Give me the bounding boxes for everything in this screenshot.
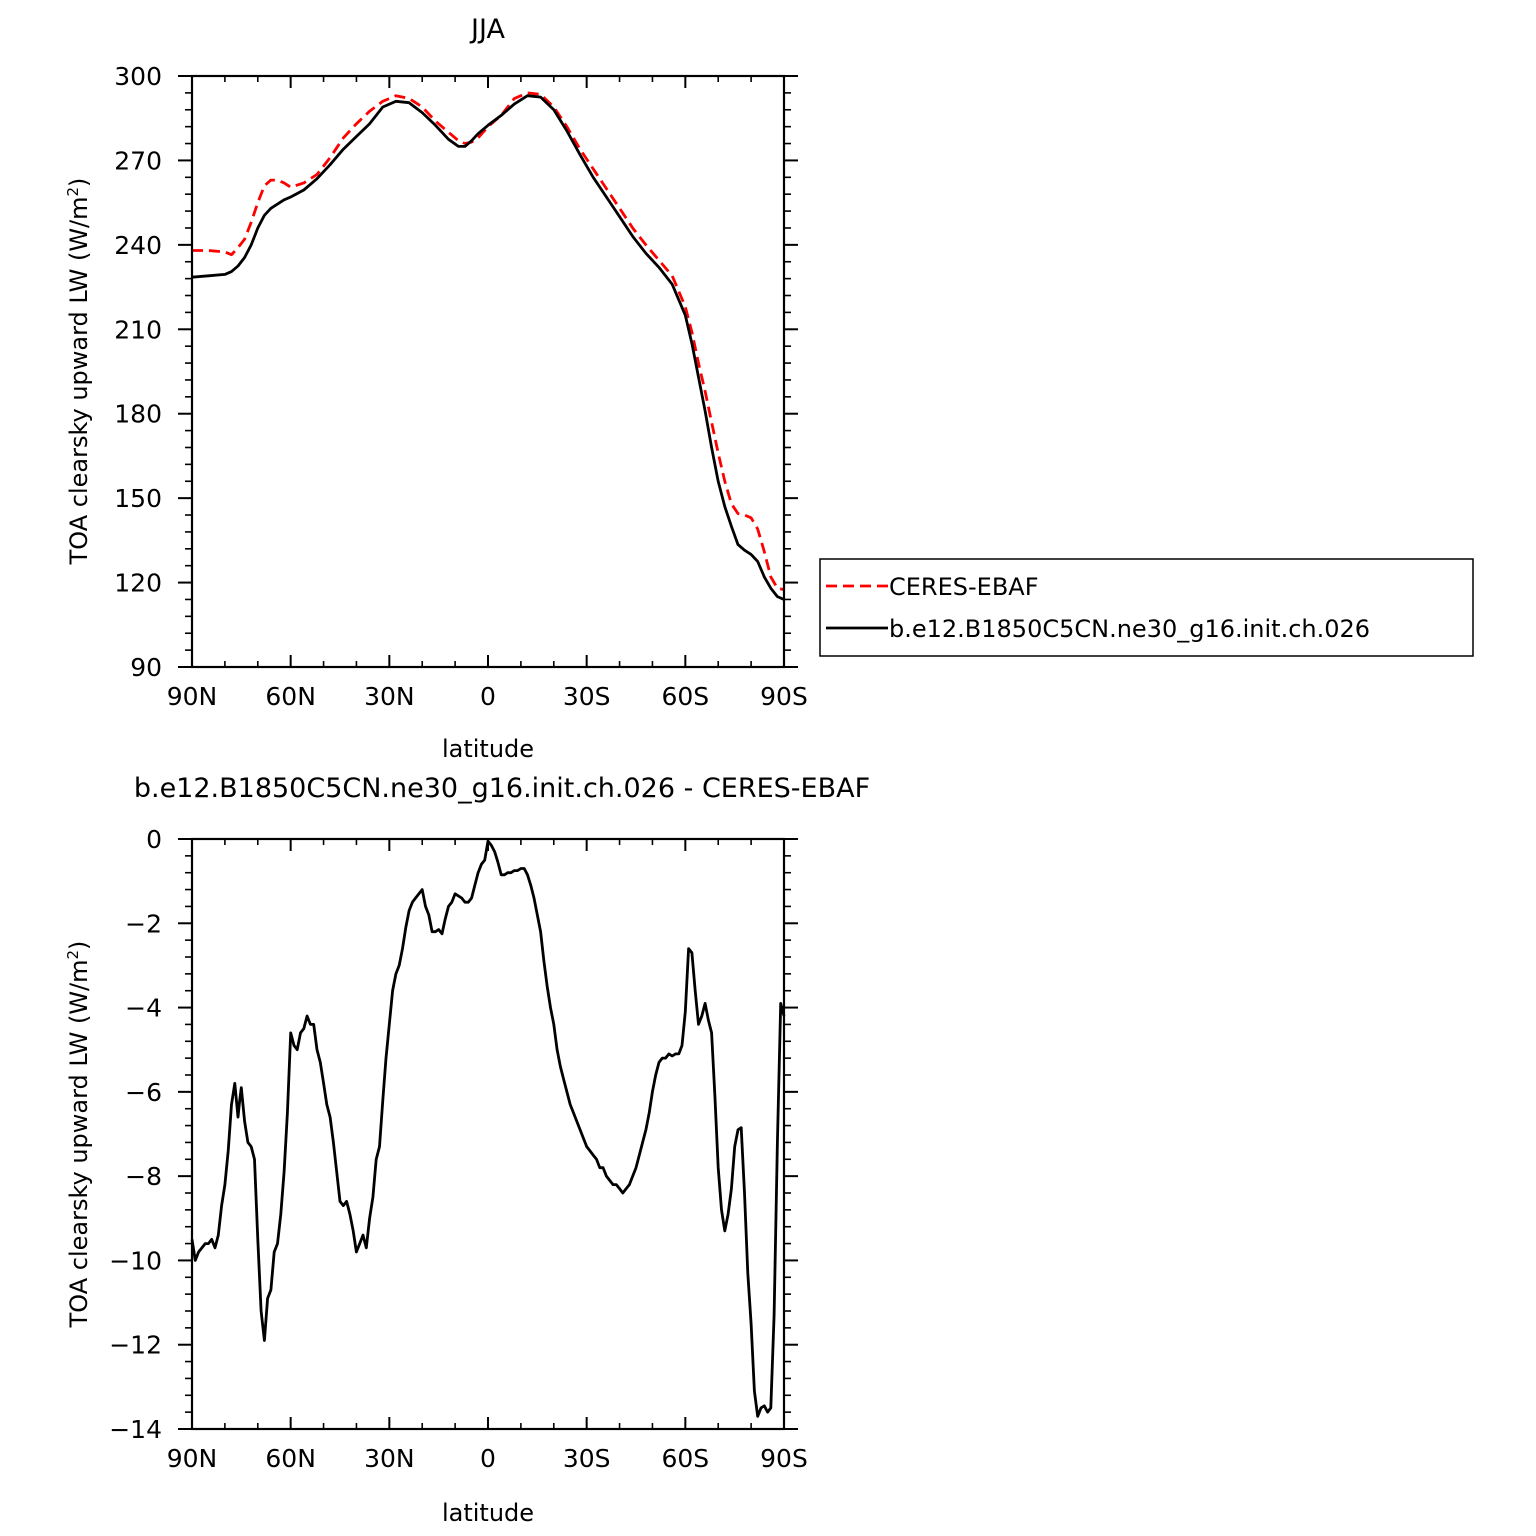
top-x-axis-label: latitude (442, 735, 534, 763)
top-y-axis-label-sup: 2 (64, 187, 82, 197)
legend-entry-ceres: CERES-EBAF (889, 573, 1039, 601)
bottom-y-tick-label: −10 (109, 1246, 162, 1275)
top-y-tick-label: 270 (114, 146, 162, 175)
top-x-tick-label: 30N (364, 682, 415, 711)
bottom-x-tick-label: 60S (661, 1444, 709, 1473)
top-plot-frame (190, 74, 786, 669)
top-y-axis-label-main: TOA clearsky upward LW (W/m (65, 196, 93, 565)
bottom-x-tick-label: 0 (480, 1444, 496, 1473)
bottom-y-tick-label: −4 (125, 994, 162, 1023)
bottom-y-axis-label-close: ) (65, 941, 93, 950)
top-series-line-1 (191, 94, 785, 601)
legend: CERES-EBAF b.e12.B1850C5CN.ne30_g16.init… (819, 558, 1474, 657)
bottom-y-tick-label: −6 (125, 1078, 162, 1107)
bottom-chart-panel: b.e12.B1850C5CN.ne30_g16.init.ch.026 - C… (64, 773, 870, 1527)
top-y-axis-label: TOA clearsky upward LW (W/m2) (64, 178, 93, 566)
top-x-tick-label: 60N (265, 682, 316, 711)
bottom-y-tick-label: −14 (109, 1415, 162, 1444)
bottom-y-axis-label-main: TOA clearsky upward LW (W/m (65, 959, 93, 1328)
bottom-chart-title: b.e12.B1850C5CN.ne30_g16.init.ch.026 - C… (134, 773, 870, 804)
bottom-plot-frame (190, 837, 786, 1431)
bottom-y-tick-label: −2 (125, 909, 162, 938)
top-y-tick-label: 300 (114, 62, 162, 91)
top-y-tick-label: 180 (114, 400, 162, 429)
top-y-tick-label: 90 (130, 653, 162, 682)
top-y-axis-label-close: ) (65, 178, 93, 187)
bottom-y-axis-label-sup: 2 (64, 950, 82, 960)
bottom-x-tick-label: 90N (167, 1444, 218, 1473)
top-y-tick-label: 240 (114, 231, 162, 260)
bottom-x-tick-label: 90S (760, 1444, 808, 1473)
top-chart-title: JJA (469, 14, 505, 45)
top-x-tick-label: 90N (167, 682, 218, 711)
bottom-y-tick-label: 0 (146, 825, 162, 854)
top-x-tick-label: 60S (661, 682, 709, 711)
top-x-tick-label: 90S (760, 682, 808, 711)
bottom-x-tick-label: 30S (563, 1444, 611, 1473)
top-x-tick-label: 30S (563, 682, 611, 711)
bottom-y-tick-label: −8 (125, 1162, 162, 1191)
legend-box (819, 558, 1474, 657)
top-y-tick-label: 120 (114, 569, 162, 598)
top-chart-panel: JJA 90N 60N 30N 0 30S 60S 90S 90 120 150 180 210 240… (64, 14, 1474, 763)
bottom-x-axis-label: latitude (442, 1499, 534, 1527)
top-series-line-0 (192, 91, 785, 591)
legend-entry-model: b.e12.B1850C5CN.ne30_g16.init.ch.026 (889, 615, 1370, 643)
bottom-x-tick-label: 30N (364, 1444, 415, 1473)
bottom-y-axis-label: TOA clearsky upward LW (W/m2) (64, 941, 93, 1329)
top-y-tick-label: 150 (114, 484, 162, 513)
top-y-tick-label: 210 (114, 315, 162, 344)
bottom-x-tick-label: 60N (265, 1444, 316, 1473)
bottom-series-line-0 (190, 839, 786, 1418)
bottom-y-tick-label: −12 (109, 1331, 162, 1360)
top-x-tick-label: 0 (480, 682, 496, 711)
